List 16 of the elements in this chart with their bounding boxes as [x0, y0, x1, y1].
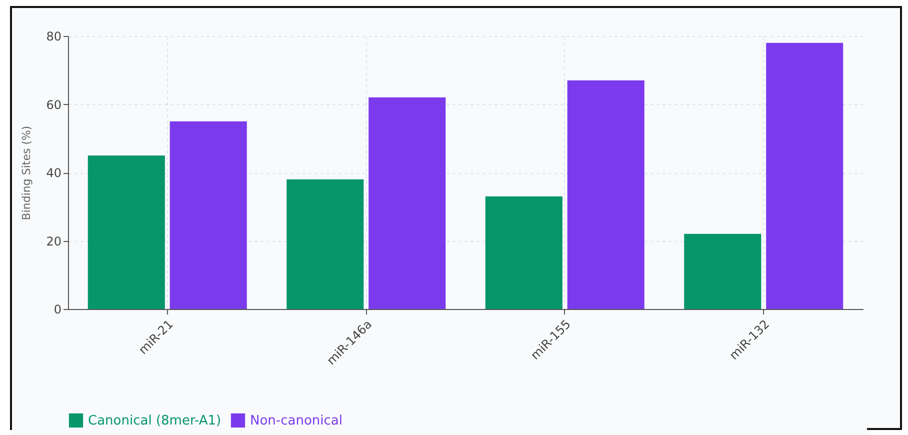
y-axis-title: Binding Sites (%) [20, 126, 34, 220]
bar [286, 179, 364, 309]
legend-label: Canonical (8mer-A1) [88, 413, 222, 428]
bar [567, 80, 644, 309]
bar [170, 121, 247, 309]
bar [485, 196, 562, 309]
legend-label: Non-canonical [250, 413, 342, 428]
bar [368, 97, 446, 309]
y-tick-label: 20 [46, 234, 62, 248]
bar [88, 155, 165, 309]
bar [684, 234, 762, 309]
y-tick-label: 80 [46, 30, 62, 44]
y-tick-label: 60 [46, 98, 62, 112]
y-tick-label: 40 [46, 166, 62, 180]
bar [766, 42, 844, 309]
y-tick-label: 0 [54, 302, 62, 316]
